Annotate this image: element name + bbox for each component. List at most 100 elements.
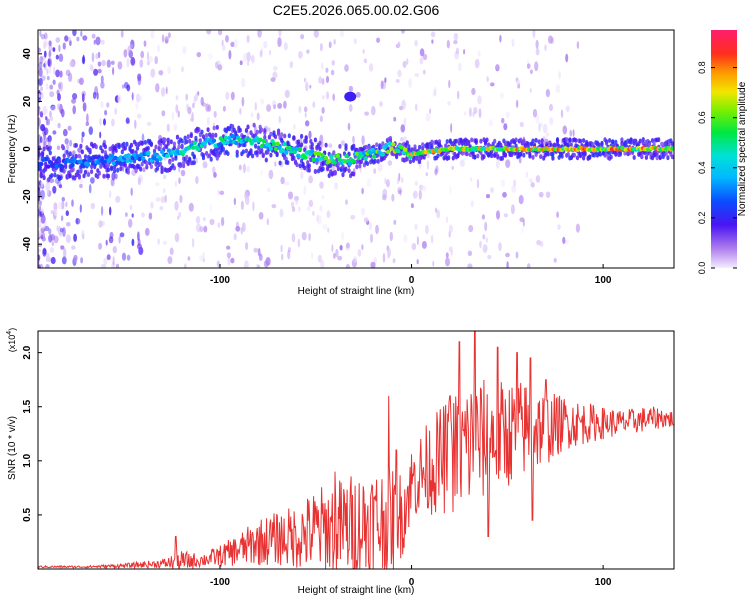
spectrogram-noise-blob — [459, 159, 465, 168]
spectrogram-noise-blob — [49, 91, 55, 98]
spectrogram-noise-blob — [529, 88, 532, 93]
spectrogram-noise-blob — [555, 84, 561, 94]
spectrogram-spread-cell — [125, 141, 129, 147]
spectrogram-ridge-cell — [222, 140, 227, 145]
spectrogram-noise-blob — [279, 208, 284, 218]
spectrogram-spread-cell — [608, 138, 612, 143]
spectrogram-spread-cell — [241, 149, 245, 155]
spectrogram-ridge-cell — [234, 140, 239, 146]
spectrogram-noise-blob — [178, 177, 181, 185]
spectrogram-noise-blob — [341, 231, 345, 241]
spectrogram-spread-cell — [454, 138, 458, 144]
spectrogram-noise-blob — [399, 106, 403, 111]
snr-series-line — [38, 331, 674, 569]
spectrogram-noise-blob — [48, 40, 52, 47]
spectrogram-noise-blob — [287, 191, 294, 200]
spectrogram-spread-cell — [273, 134, 278, 140]
spectrogram-noise-blob — [58, 184, 63, 189]
spectrogram-noise-blob — [164, 194, 167, 203]
spectrogram-noise-blob — [277, 37, 282, 48]
spectrogram-noise-blob — [298, 206, 301, 212]
spectrogram-noise-blob — [185, 93, 188, 101]
spectrogram-noise-blob — [518, 157, 522, 164]
spectrogram-spread-cell — [140, 140, 144, 146]
spectrogram-noise-blob — [38, 219, 42, 229]
spectrogram-noise-blob — [519, 121, 524, 128]
spectrogram-xtick-label: 100 — [595, 275, 612, 286]
spectrogram-noise-blob — [52, 185, 57, 194]
spectrogram-spread-cell — [169, 139, 173, 145]
colorbar-tick-label: 0.0 — [697, 262, 707, 275]
spectrogram-spread-cell — [490, 153, 494, 159]
spectrogram-noise-blob — [499, 92, 505, 99]
spectrogram-noise-blob — [43, 40, 48, 47]
spectrogram-ridge-cell — [313, 150, 318, 156]
spectrogram-noise-blob — [332, 93, 336, 101]
spectrogram-ridge-cell — [332, 160, 337, 165]
snr-xtick-label: 100 — [595, 577, 612, 588]
spectrogram-ridge-cell — [125, 158, 130, 163]
spectrogram-spread-cell — [436, 153, 440, 159]
spectrogram-noise-blob — [80, 257, 83, 264]
spectrogram-ridge-cell — [46, 164, 51, 169]
spectrogram-noise-blob — [58, 44, 61, 53]
spectrogram-noise-blob — [485, 237, 489, 243]
spectrogram-noise-blob — [436, 209, 441, 219]
spectrogram-spread-cell — [116, 167, 120, 173]
spectrogram-spread-cell — [139, 166, 143, 172]
spectrogram-noise-blob — [305, 120, 310, 127]
spectrogram-noise-blob — [106, 254, 111, 261]
spectrogram-spread-cell — [255, 150, 259, 155]
spectrogram-noise-blob — [146, 51, 150, 61]
spectrogram-spread-cell — [551, 155, 555, 161]
spectrogram-noise-blob — [363, 217, 369, 223]
spectrogram-spread-cell — [309, 157, 313, 163]
spectrogram-noise-blob — [65, 234, 71, 244]
spectrogram-noise-blob — [105, 239, 108, 246]
spectrogram-ridge-cell — [153, 152, 158, 157]
spectrogram-noise-blob — [123, 49, 128, 58]
spectrogram-ridge-cell — [266, 143, 272, 148]
spectrogram-spread-cell — [634, 139, 638, 144]
spectrogram-spread-cell — [568, 138, 572, 143]
spectrogram-spread-cell — [473, 154, 477, 160]
spectrogram-spread-cell — [381, 141, 385, 147]
spectrogram-noise-blob — [447, 101, 451, 106]
spectrogram-noise-blob — [46, 68, 49, 75]
spectrogram-noise-blob — [265, 257, 271, 266]
spectrogram-noise-blob — [56, 225, 59, 232]
spectrogram-noise-blob — [536, 239, 541, 246]
spectrogram-spread-cell — [430, 139, 434, 145]
spectrogram-noise-blob — [370, 261, 376, 268]
spectrogram-spread-cell — [344, 166, 348, 172]
spectrogram-ridge-cell — [351, 159, 356, 164]
spectrogram-noise-blob — [241, 78, 246, 88]
spectrogram-noise-blob — [515, 251, 519, 259]
spectrogram-ridge-cell — [363, 156, 368, 161]
spectrogram-noise-blob — [519, 217, 525, 223]
spectrogram-spread-cell — [551, 151, 555, 157]
spectrogram-noise-blob — [345, 242, 350, 249]
spectrogram-noise-blob — [445, 216, 449, 224]
spectrogram-spread-cell — [122, 141, 126, 147]
spectrogram-noise-blob — [114, 173, 118, 180]
spectrogram-spread-cell — [470, 137, 474, 143]
spectrogram-spread-cell — [614, 139, 618, 145]
spectrogram-noise-blob — [66, 143, 70, 151]
spectrogram-ytick-label: 20 — [22, 95, 33, 107]
spectrogram-noise-blob — [503, 123, 508, 131]
spectrogram-noise-blob — [193, 95, 196, 105]
spectrogram-noise-blob — [382, 188, 388, 198]
spectrogram-noise-blob — [416, 236, 419, 246]
spectrogram-noise-blob — [369, 233, 374, 243]
spectrogram-spread-cell — [519, 151, 523, 157]
spectrogram-noise-blob — [251, 54, 255, 65]
spectrogram-noise-blob — [80, 30, 83, 37]
spectrogram-noise-blob — [55, 37, 61, 43]
spectrogram-spread-cell — [134, 168, 138, 174]
spectrogram-spread-cell — [620, 137, 624, 143]
spectrogram-noise-blob — [199, 226, 204, 233]
spectrogram-noise-blob — [72, 30, 77, 37]
spectrogram-noise-blob — [321, 62, 324, 70]
spectrogram-spread-cell — [205, 133, 209, 138]
